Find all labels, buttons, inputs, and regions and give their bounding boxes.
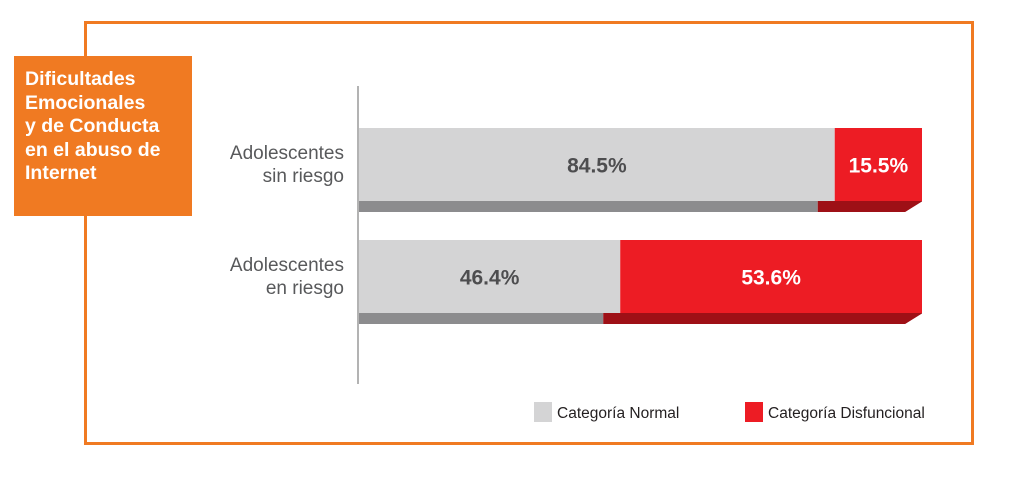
legend-swatch [745,402,763,422]
bar-shadow-bevel [905,313,922,324]
legend-label: Categoría Normal [557,405,679,422]
legend: Categoría Normal Categoría Disfuncional [534,402,925,422]
category-label: Adolescentes [230,255,344,276]
bar-shadow [603,313,922,324]
data-label: 15.5% [849,155,909,178]
bar-shadow [817,201,922,212]
data-label: 84.5% [567,155,627,178]
data-label: 53.6% [741,267,801,290]
title-line: Internet [25,162,97,184]
bar-shadow-bevel [905,201,922,212]
bar-shadow [359,201,818,212]
category-label: Adolescentes [230,143,344,164]
bar-segment [620,240,922,313]
legend-swatch [534,402,552,422]
legend-label: Categoría Disfuncional [768,405,925,422]
data-label: 46.4% [460,267,520,290]
title-line: y de Conducta [25,115,160,137]
title-line: en el abuso de [25,138,161,161]
title-line: Emocionales [25,91,146,114]
category-label: sin riesgo [263,166,344,187]
bar-segment [359,240,621,313]
chart-frame [84,21,974,445]
chart-title-box: Dificultades Emocionales y de Conducta e… [14,56,192,216]
title-line: Dificultades [25,68,136,90]
category-label: en riesgo [266,278,344,299]
bar-shadow [359,313,604,324]
bar-segment [359,128,835,201]
bar-segment [834,128,922,201]
